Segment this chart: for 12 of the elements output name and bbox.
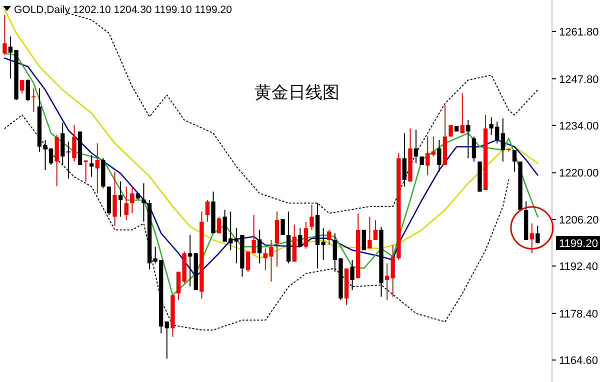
y-tick-label: 1261.80 (559, 26, 599, 38)
y-tick-label: 1234.00 (559, 120, 599, 132)
price-label: 1199.20 (556, 236, 600, 250)
y-tick-label: 1247.80 (559, 74, 599, 86)
y-tick-label: 1192.40 (559, 261, 598, 274)
y-tick-label: 1220.00 (559, 168, 599, 180)
text: 黄金日线图 (254, 83, 340, 102)
line-series (4, 114, 510, 330)
chart-subtitle: GOLD,Daily 1202.10 1204.30 1199.10 1199.20 (14, 4, 232, 16)
y-tick-label: 1178.40 (559, 308, 598, 320)
y-tick-label: 1206.20 (559, 214, 599, 226)
y-tick-label: 1164.60 (559, 355, 598, 368)
